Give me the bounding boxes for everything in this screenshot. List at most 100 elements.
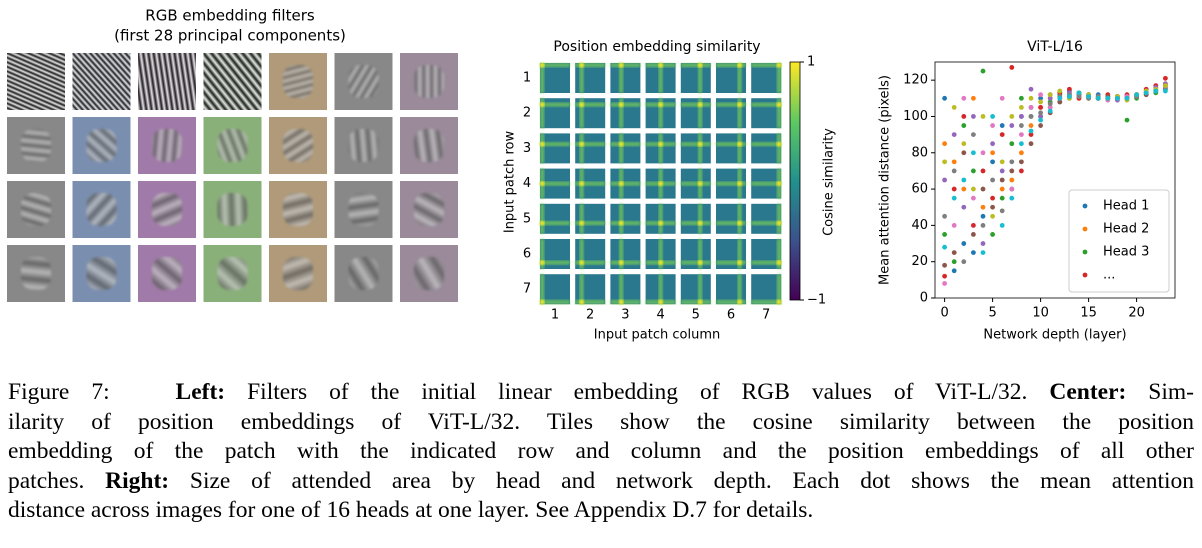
colorbar-tick-label: −1 bbox=[807, 293, 826, 308]
dot bbox=[980, 241, 986, 246]
dot bbox=[1019, 141, 1024, 147]
legend-marker bbox=[1082, 226, 1088, 232]
dot bbox=[980, 114, 986, 119]
tile-col-band bbox=[776, 133, 782, 164]
tile-col-band bbox=[579, 98, 584, 129]
caption: Figure 7: Left: Filters of the initial l… bbox=[8, 378, 1194, 526]
dot bbox=[1009, 195, 1015, 201]
filter-pattern bbox=[283, 257, 313, 290]
filter-pattern bbox=[217, 129, 248, 162]
tile-row-band bbox=[716, 299, 746, 305]
dot bbox=[1124, 117, 1130, 123]
tile-row-band bbox=[610, 181, 641, 186]
legend-marker bbox=[1082, 272, 1088, 278]
similarity-tile bbox=[751, 133, 782, 164]
tile-row-band bbox=[716, 181, 746, 186]
dot bbox=[980, 250, 986, 256]
caption-bold: Right: bbox=[105, 467, 170, 494]
colorbar bbox=[789, 61, 801, 301]
dot bbox=[1105, 95, 1111, 101]
tile-self bbox=[697, 141, 703, 147]
dot bbox=[942, 213, 947, 219]
filter-pattern bbox=[217, 193, 248, 226]
similarity-tile bbox=[540, 274, 570, 305]
y-tick-label: 120 bbox=[903, 73, 928, 88]
row-tick-label: 3 bbox=[523, 141, 531, 156]
tile-col-band bbox=[658, 239, 663, 269]
tile-self bbox=[737, 63, 742, 68]
similarity-tile bbox=[680, 274, 711, 305]
tile-col-band bbox=[658, 63, 663, 93]
col-tick-label: 4 bbox=[656, 308, 664, 323]
tile-row-band bbox=[610, 102, 641, 107]
tile-col-band bbox=[579, 239, 584, 269]
filter-pattern bbox=[138, 53, 196, 110]
caption-text: patches. bbox=[8, 467, 85, 494]
filter-pattern bbox=[283, 129, 313, 162]
tile-row-band bbox=[680, 181, 711, 186]
dot bbox=[999, 195, 1005, 201]
x-tick-label: 0 bbox=[940, 306, 948, 321]
similarity-tile bbox=[751, 274, 782, 305]
tile-col-band bbox=[540, 98, 545, 129]
similarity-tile bbox=[610, 63, 641, 93]
tile-col-band bbox=[776, 98, 782, 129]
caption-text: ilarity of position embeddings of ViT-L/… bbox=[8, 408, 1194, 435]
tile-col-band bbox=[540, 63, 545, 93]
tile-self bbox=[579, 102, 584, 107]
tile-col-band bbox=[618, 274, 624, 305]
tile-self bbox=[737, 220, 742, 226]
tile-col-band bbox=[618, 133, 624, 164]
tile-row-band bbox=[680, 102, 711, 107]
tile-row-band bbox=[575, 220, 606, 226]
tile-self bbox=[776, 299, 782, 305]
tile-self bbox=[540, 220, 545, 226]
tile-row-band bbox=[540, 63, 570, 68]
legend-label: Head 2 bbox=[1103, 222, 1149, 237]
dot bbox=[951, 259, 957, 265]
dot bbox=[1095, 95, 1101, 101]
dot bbox=[951, 222, 957, 228]
tile-self bbox=[579, 299, 584, 305]
tile-self bbox=[618, 102, 624, 107]
caption-line: patches. Right: Size of attended area by… bbox=[8, 467, 1194, 497]
tile-col-band bbox=[776, 274, 782, 305]
tile-row-band bbox=[716, 141, 746, 147]
tile-col-band bbox=[737, 203, 742, 234]
tile-row-band bbox=[575, 63, 606, 68]
tile-self bbox=[776, 63, 782, 68]
tile-self bbox=[776, 181, 782, 186]
dot bbox=[1028, 104, 1034, 110]
dot bbox=[1038, 99, 1043, 105]
tile-row-band bbox=[575, 260, 606, 265]
dot bbox=[942, 244, 947, 250]
similarity-tile bbox=[540, 203, 570, 234]
dot bbox=[951, 168, 957, 174]
row-tick-label: 2 bbox=[523, 106, 531, 121]
row-tick-label: 6 bbox=[523, 247, 531, 262]
dot bbox=[990, 204, 995, 210]
x-tick-label: 5 bbox=[988, 306, 996, 321]
filters-subtitle: (first 28 principal components) bbox=[114, 27, 346, 45]
dot bbox=[1047, 108, 1053, 114]
tile-col-band bbox=[540, 239, 545, 269]
legend-label: Head 1 bbox=[1103, 199, 1149, 214]
caption-text: embedding of the patch with the indicate… bbox=[8, 438, 1194, 464]
tile-col-band bbox=[697, 98, 703, 129]
dot bbox=[999, 168, 1005, 174]
tile-col-band bbox=[579, 63, 584, 93]
dot bbox=[961, 141, 967, 147]
tile-self bbox=[776, 260, 782, 265]
dot bbox=[951, 195, 957, 201]
dot bbox=[1057, 88, 1063, 94]
filter-pattern bbox=[414, 193, 444, 226]
similarity-tile bbox=[751, 203, 782, 234]
dot bbox=[1028, 95, 1034, 101]
tile-row-band bbox=[540, 299, 570, 305]
dot bbox=[951, 186, 957, 192]
tile-self bbox=[658, 220, 663, 226]
dot bbox=[1067, 86, 1072, 92]
tile-row-band bbox=[680, 299, 711, 305]
dot bbox=[961, 114, 967, 119]
tile-self bbox=[579, 220, 584, 226]
